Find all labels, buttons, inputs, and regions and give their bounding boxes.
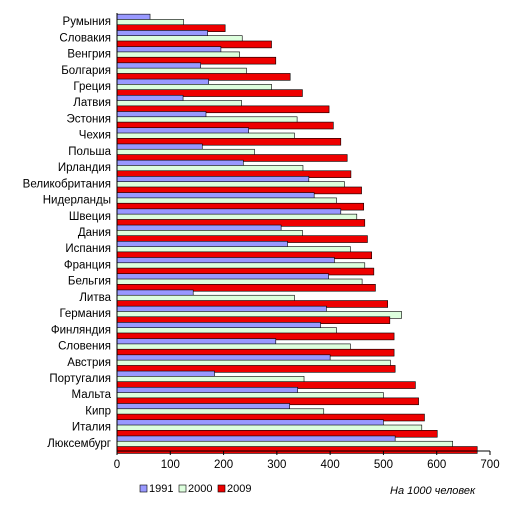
legend-label-1991: 1991 bbox=[149, 483, 173, 495]
category-label: Румыния bbox=[63, 16, 111, 28]
x-tick-label: 400 bbox=[321, 459, 340, 471]
bar-2009 bbox=[116, 446, 478, 454]
category-label: Нидерланды bbox=[43, 195, 111, 207]
category-label: Греция bbox=[73, 81, 111, 93]
category-label: Литва bbox=[79, 292, 111, 304]
category-label: Италия bbox=[72, 422, 111, 434]
category-label: Словения bbox=[58, 341, 111, 353]
category-label: Великобритания bbox=[23, 178, 111, 190]
x-tick-label: 300 bbox=[267, 459, 286, 471]
category-label: Латвия bbox=[73, 97, 111, 109]
category-label: Дания bbox=[78, 227, 111, 239]
category-label: Болгария bbox=[61, 65, 111, 77]
x-tick-label: 200 bbox=[214, 459, 233, 471]
bars-layer bbox=[116, 13, 478, 454]
category-labels: Румыния Словакия Венгрия Болгария Греция Латв… bbox=[23, 16, 112, 450]
category-label: Германия bbox=[59, 308, 111, 320]
category-label: Словакия bbox=[59, 32, 111, 44]
category-label: Чехия bbox=[79, 130, 111, 142]
category-label: Люксембург bbox=[47, 438, 111, 450]
legend-label-2000: 2000 bbox=[188, 483, 212, 495]
legend-swatch-1991 bbox=[139, 484, 148, 493]
category-label: Франция bbox=[64, 259, 111, 271]
category-label: Швеция bbox=[69, 211, 111, 223]
category-label: Польша bbox=[68, 146, 111, 158]
category-label: Испания bbox=[65, 243, 111, 255]
x-tick-label: 600 bbox=[427, 459, 446, 471]
x-ticks: 0 100 200 300 400 500 600 700 bbox=[114, 451, 500, 471]
units-note: На 1000 человек bbox=[390, 485, 476, 497]
x-tick-label: 100 bbox=[161, 459, 180, 471]
legend-swatch-2000 bbox=[178, 484, 187, 493]
category-label: Австрия bbox=[67, 357, 111, 369]
category-label: Венгрия bbox=[67, 49, 111, 61]
legend-swatch-2009 bbox=[217, 484, 226, 493]
x-tick-label: 0 bbox=[114, 459, 120, 471]
category-label: Ирландия bbox=[58, 162, 111, 174]
x-tick-label: 700 bbox=[480, 459, 499, 471]
x-tick-label: 500 bbox=[374, 459, 393, 471]
category-label: Португалия bbox=[49, 373, 111, 385]
category-label: Эстония bbox=[66, 113, 111, 125]
category-label: Бельгия bbox=[68, 276, 111, 288]
legend-label-2009: 2009 bbox=[227, 483, 251, 495]
category-label: Финляндия bbox=[51, 324, 111, 336]
legend: 1991 2000 2009 bbox=[139, 483, 251, 495]
category-label: Кипр bbox=[85, 405, 111, 417]
category-label: Мальта bbox=[72, 389, 112, 401]
